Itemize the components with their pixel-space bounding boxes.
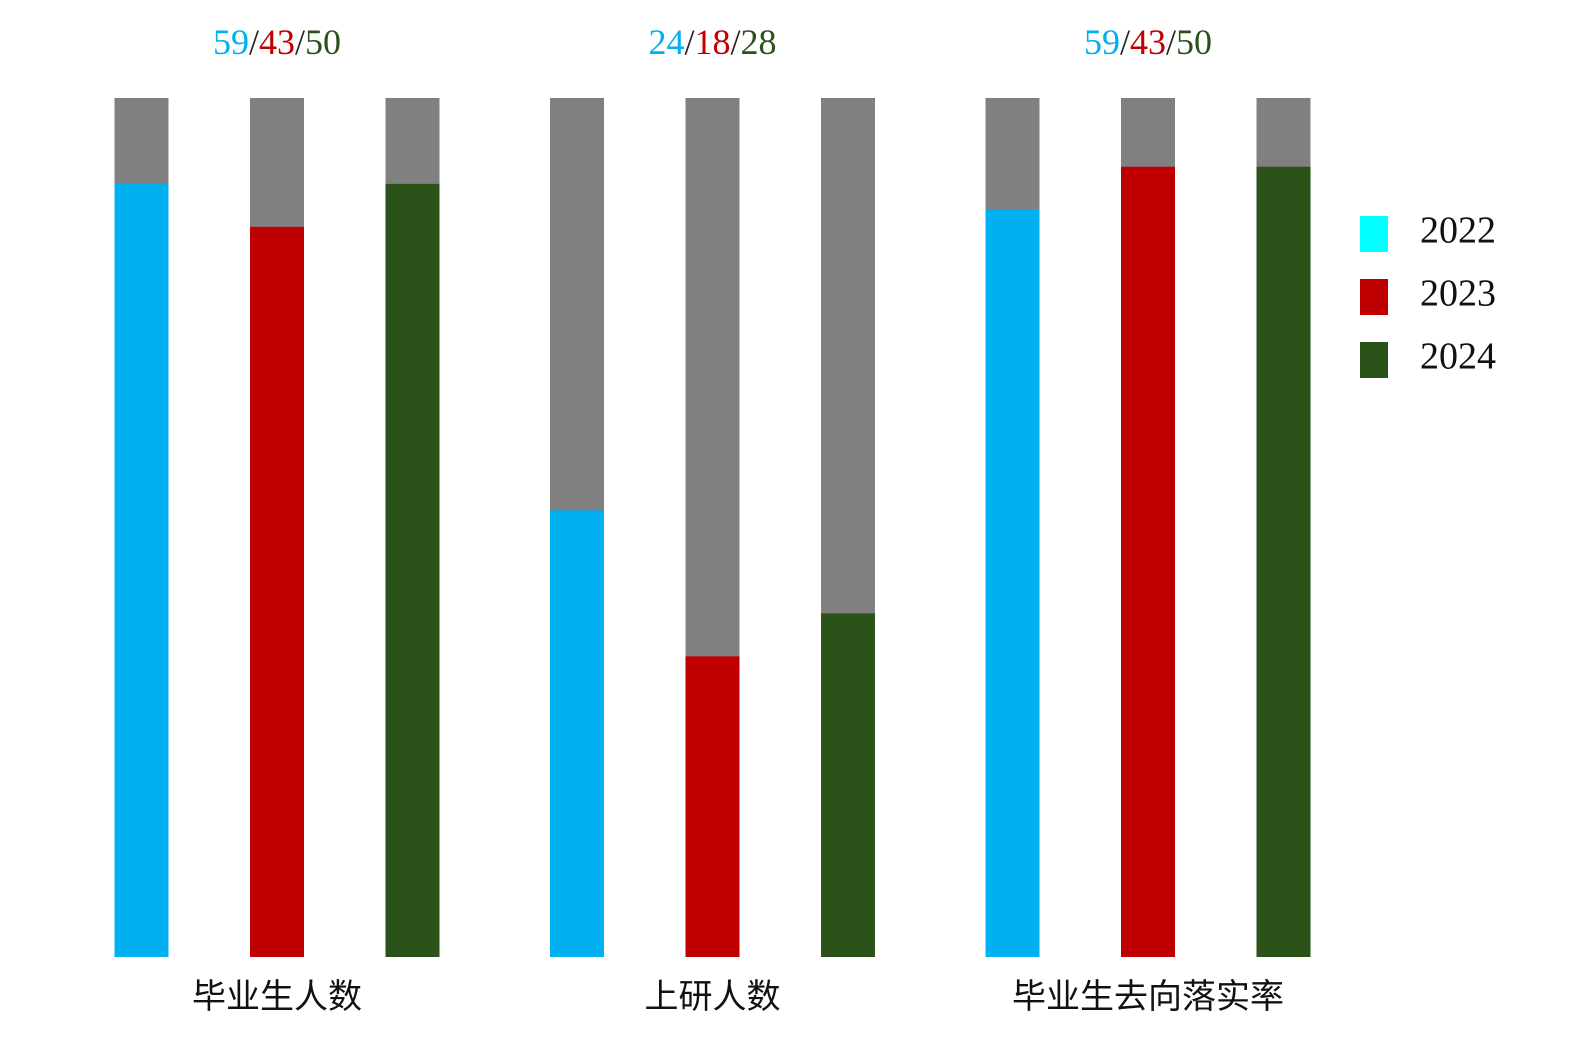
separator: / <box>731 22 741 62</box>
legend-swatch <box>1360 342 1388 378</box>
top-label-value: 24 <box>648 22 684 62</box>
separator: / <box>249 22 259 62</box>
bar <box>985 209 1040 958</box>
top-label-value: 18 <box>695 22 731 62</box>
bar <box>550 510 604 957</box>
legend-swatch <box>1360 216 1388 252</box>
separator: / <box>1120 22 1130 62</box>
top-label-value: 50 <box>305 22 341 62</box>
legend-label: 2023 <box>1420 273 1496 315</box>
top-label: 59/43/50 <box>213 22 341 62</box>
top-label-value: 50 <box>1176 22 1212 62</box>
top-label-value: 43 <box>259 22 295 62</box>
top-label-value: 28 <box>741 22 777 62</box>
separator: / <box>295 22 305 62</box>
bar <box>250 226 304 958</box>
bar <box>114 183 169 957</box>
top-label-value: 43 <box>1130 22 1166 62</box>
legend-swatch <box>1360 279 1388 315</box>
category-label: 毕业生去向落实率 <box>1012 978 1284 1016</box>
top-label: 24/18/28 <box>648 22 776 62</box>
bar <box>1256 166 1311 958</box>
legend-label: 2024 <box>1420 336 1496 378</box>
top-label-value: 59 <box>1084 22 1120 62</box>
category-label: 毕业生人数 <box>192 978 362 1016</box>
separator: / <box>1166 22 1176 62</box>
bar <box>821 613 875 957</box>
legend-label: 2022 <box>1420 210 1496 252</box>
bar <box>385 183 440 957</box>
top-label: 59/43/50 <box>1084 22 1212 62</box>
bar <box>1121 166 1175 958</box>
bar <box>685 656 740 957</box>
category-label: 上研人数 <box>645 978 781 1016</box>
top-label-value: 59 <box>213 22 249 62</box>
separator: / <box>684 22 694 62</box>
